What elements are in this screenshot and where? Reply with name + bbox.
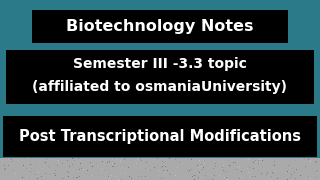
Bar [6,50,314,104]
Text: Semester III -3.3 topic: Semester III -3.3 topic [73,57,247,71]
Text: (affiliated to osmaniaUniversity): (affiliated to osmaniaUniversity) [33,80,287,94]
Text: Biotechnology Notes: Biotechnology Notes [66,19,254,34]
Text: Post Transcriptional Modifications: Post Transcriptional Modifications [19,129,301,144]
Bar [3,116,317,157]
Bar [32,10,288,43]
Bar [0,158,320,180]
